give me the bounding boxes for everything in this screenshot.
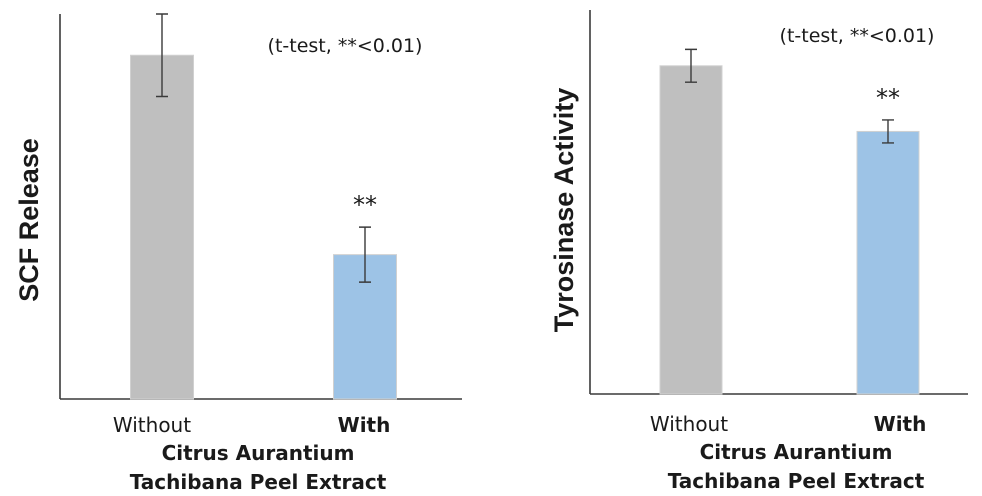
y-axis-label: Tyrosinase Activity <box>549 88 579 333</box>
bar-without <box>130 54 194 400</box>
x-tick-label-without: Without <box>650 412 728 436</box>
x-tick-label-without: Without <box>113 413 191 437</box>
chart-tyrosinase-activity: ** Tyrosinase Activity (t-test, **<0.01)… <box>549 10 968 493</box>
error-bars <box>685 48 894 144</box>
bars <box>659 65 920 395</box>
significance-marks: ** <box>353 191 377 219</box>
y-axis-label: SCF Release <box>14 138 44 302</box>
error-bar-with <box>882 119 894 144</box>
error-bars <box>156 13 371 283</box>
bar-without <box>659 65 723 395</box>
error-bar-without <box>685 48 697 83</box>
error-bar-with <box>359 226 371 283</box>
annotation: (t-test, **<0.01) <box>780 25 935 47</box>
error-bar-without <box>156 13 168 98</box>
x-axis-title-line2: Tachibana Peel Extract <box>130 470 387 494</box>
bar-with <box>856 130 920 395</box>
annotation: (t-test, **<0.01) <box>268 35 423 57</box>
x-axis-title-line1: Citrus Aurantium <box>700 440 893 464</box>
x-tick-label-with: With <box>874 412 927 436</box>
significance-mark-with: ** <box>876 84 900 112</box>
x-tick-label-with: With <box>338 413 391 437</box>
significance-marks: ** <box>876 84 900 112</box>
chart-scf-release: ** SCF Release (t-test, **<0.01) Without… <box>14 13 462 494</box>
bars <box>130 54 397 400</box>
x-axis-title-line1: Citrus Aurantium <box>162 441 355 465</box>
x-axis-title-line2: Tachibana Peel Extract <box>668 469 925 493</box>
significance-mark-with: ** <box>353 191 377 219</box>
